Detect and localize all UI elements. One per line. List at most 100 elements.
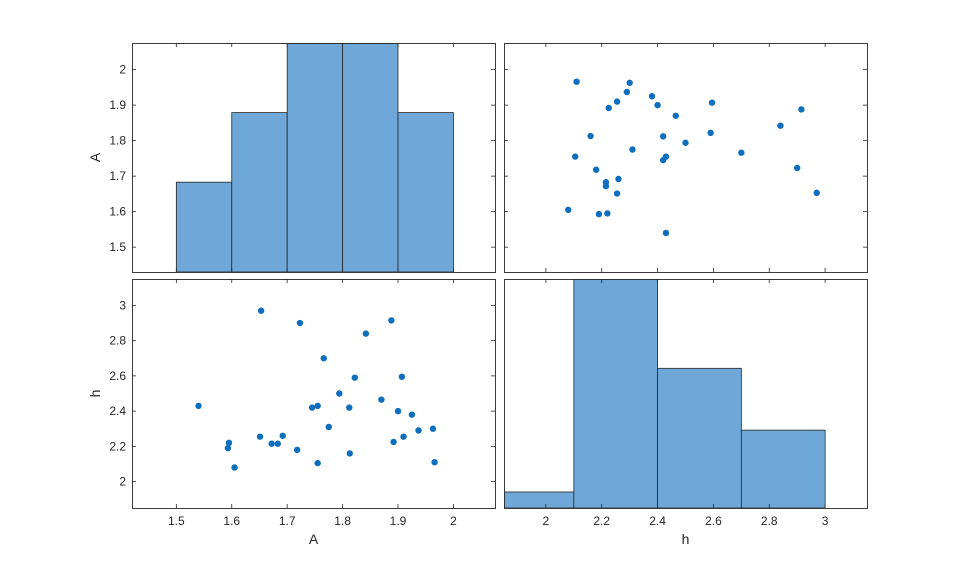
scatter-point <box>394 407 402 415</box>
x-tick-label: 2.4 <box>649 514 666 528</box>
axes-frame <box>132 279 496 509</box>
y-tick-label: 2 <box>119 63 126 77</box>
scatter-point <box>346 450 353 457</box>
x-tick-label: 2.2 <box>593 514 610 528</box>
scatter-point <box>648 93 656 100</box>
scatter-point <box>257 307 265 314</box>
scatter-point <box>378 396 385 403</box>
scatter-point <box>572 153 579 160</box>
scatter-point <box>573 78 580 85</box>
scatter-point <box>320 355 327 362</box>
panel-scatter-h-vs-A <box>504 43 868 273</box>
y-tick-label: 2.4 <box>109 404 126 418</box>
scatter-point <box>615 175 622 183</box>
axes-frame <box>132 43 496 273</box>
scatter-point <box>195 402 202 410</box>
scatter-point <box>256 433 264 440</box>
scatter-point <box>605 104 612 112</box>
scatter-point <box>408 411 416 418</box>
axes-frame <box>504 279 868 509</box>
scatter-point <box>268 440 275 447</box>
scatter-point <box>707 129 714 137</box>
scatter-point <box>793 164 801 172</box>
scatter-point <box>314 402 321 410</box>
histogram-bar <box>342 43 399 272</box>
scatter-point <box>325 423 332 431</box>
y-axis-label: h <box>87 390 103 398</box>
scatter-point <box>592 166 600 173</box>
scatter-point <box>362 330 370 337</box>
scatter-point <box>308 404 316 411</box>
scatter-point <box>225 439 233 447</box>
y-tick-label: 1.8 <box>109 134 126 148</box>
scatter-point <box>351 374 358 381</box>
x-tick-label: 1.9 <box>390 514 407 528</box>
histogram-bar <box>740 429 826 508</box>
axes-frame <box>504 43 868 273</box>
x-tick-label: 2 <box>450 514 457 528</box>
y-tick-label: 1.6 <box>109 205 126 219</box>
x-tick-label: 3 <box>822 514 829 528</box>
x-tick-label: 2 <box>543 514 550 528</box>
scatter-point <box>429 425 437 432</box>
scatter-point <box>224 444 232 452</box>
scatter-point <box>613 190 621 197</box>
scatter-point <box>274 440 281 447</box>
scatter-point <box>738 149 745 156</box>
plot-area-hist-A <box>175 43 454 272</box>
plot-area-scatter-h-vs-A <box>565 78 820 237</box>
histogram-bar <box>657 367 742 508</box>
y-axis-label: A <box>87 152 103 162</box>
panel-scatter-A-vs-h: 1.5 1.6 1.7 1.8 1.9 2 2 2.2 2.4 2.6 2.8 3 Ah <box>87 279 496 547</box>
scatter-point <box>777 122 784 129</box>
plot-area-scatter-A-vs-h <box>195 307 438 471</box>
scatter-point <box>654 101 661 109</box>
y-tick-label: 1.7 <box>109 169 126 183</box>
scatter-point <box>613 98 621 105</box>
y-tick-label: 1.5 <box>109 240 126 254</box>
scatter-point <box>623 88 631 96</box>
scatter-point <box>398 373 406 380</box>
x-axis-label: h <box>682 531 690 547</box>
scatter-point <box>279 432 286 439</box>
scatter-point <box>626 79 633 86</box>
panel-hist-h: 2 2.2 2.4 2.6 2.8 3 h <box>504 279 868 547</box>
y-tick-label: 3 <box>119 298 126 312</box>
scatter-point <box>813 189 820 197</box>
histogram-bar <box>573 279 658 508</box>
scatter-point <box>659 133 667 140</box>
scatter-point <box>798 106 805 113</box>
histogram-bar <box>175 181 233 272</box>
panel-hist-A: 1.5 1.6 1.7 1.8 1.9 2 A <box>87 43 496 273</box>
scatter-point <box>604 210 611 217</box>
scatter-point <box>415 427 422 434</box>
x-tick-label: 1.8 <box>334 514 351 528</box>
plot-area-hist-h <box>504 279 826 508</box>
scatter-point <box>662 229 670 237</box>
y-tick-label: 2.6 <box>109 369 126 383</box>
scatter-point <box>595 210 603 218</box>
scatter-point <box>682 139 689 146</box>
scatter-point <box>565 206 572 214</box>
x-tick-label: 2.8 <box>761 514 778 528</box>
y-tick-label: 2.2 <box>109 439 126 453</box>
y-tick-label: 2 <box>119 475 126 489</box>
scatter-point <box>708 99 716 106</box>
x-tick-label: 1.7 <box>279 514 296 528</box>
scatter-point <box>346 404 353 411</box>
scatter-point <box>390 438 397 446</box>
scatter-point <box>672 112 679 119</box>
scatter-point <box>314 459 321 467</box>
scatter-point <box>336 390 343 397</box>
x-tick-label: 1.5 <box>168 514 185 528</box>
y-tick-label: 2.8 <box>109 334 126 348</box>
scatter-point <box>231 464 238 471</box>
x-tick-label: 1.6 <box>223 514 240 528</box>
scatter-point <box>296 319 304 327</box>
scatter-point <box>431 459 438 466</box>
scatter-point <box>388 317 395 324</box>
x-tick-label: 2.6 <box>705 514 722 528</box>
x-axis-label: A <box>309 531 319 547</box>
scatter-point <box>293 446 301 454</box>
